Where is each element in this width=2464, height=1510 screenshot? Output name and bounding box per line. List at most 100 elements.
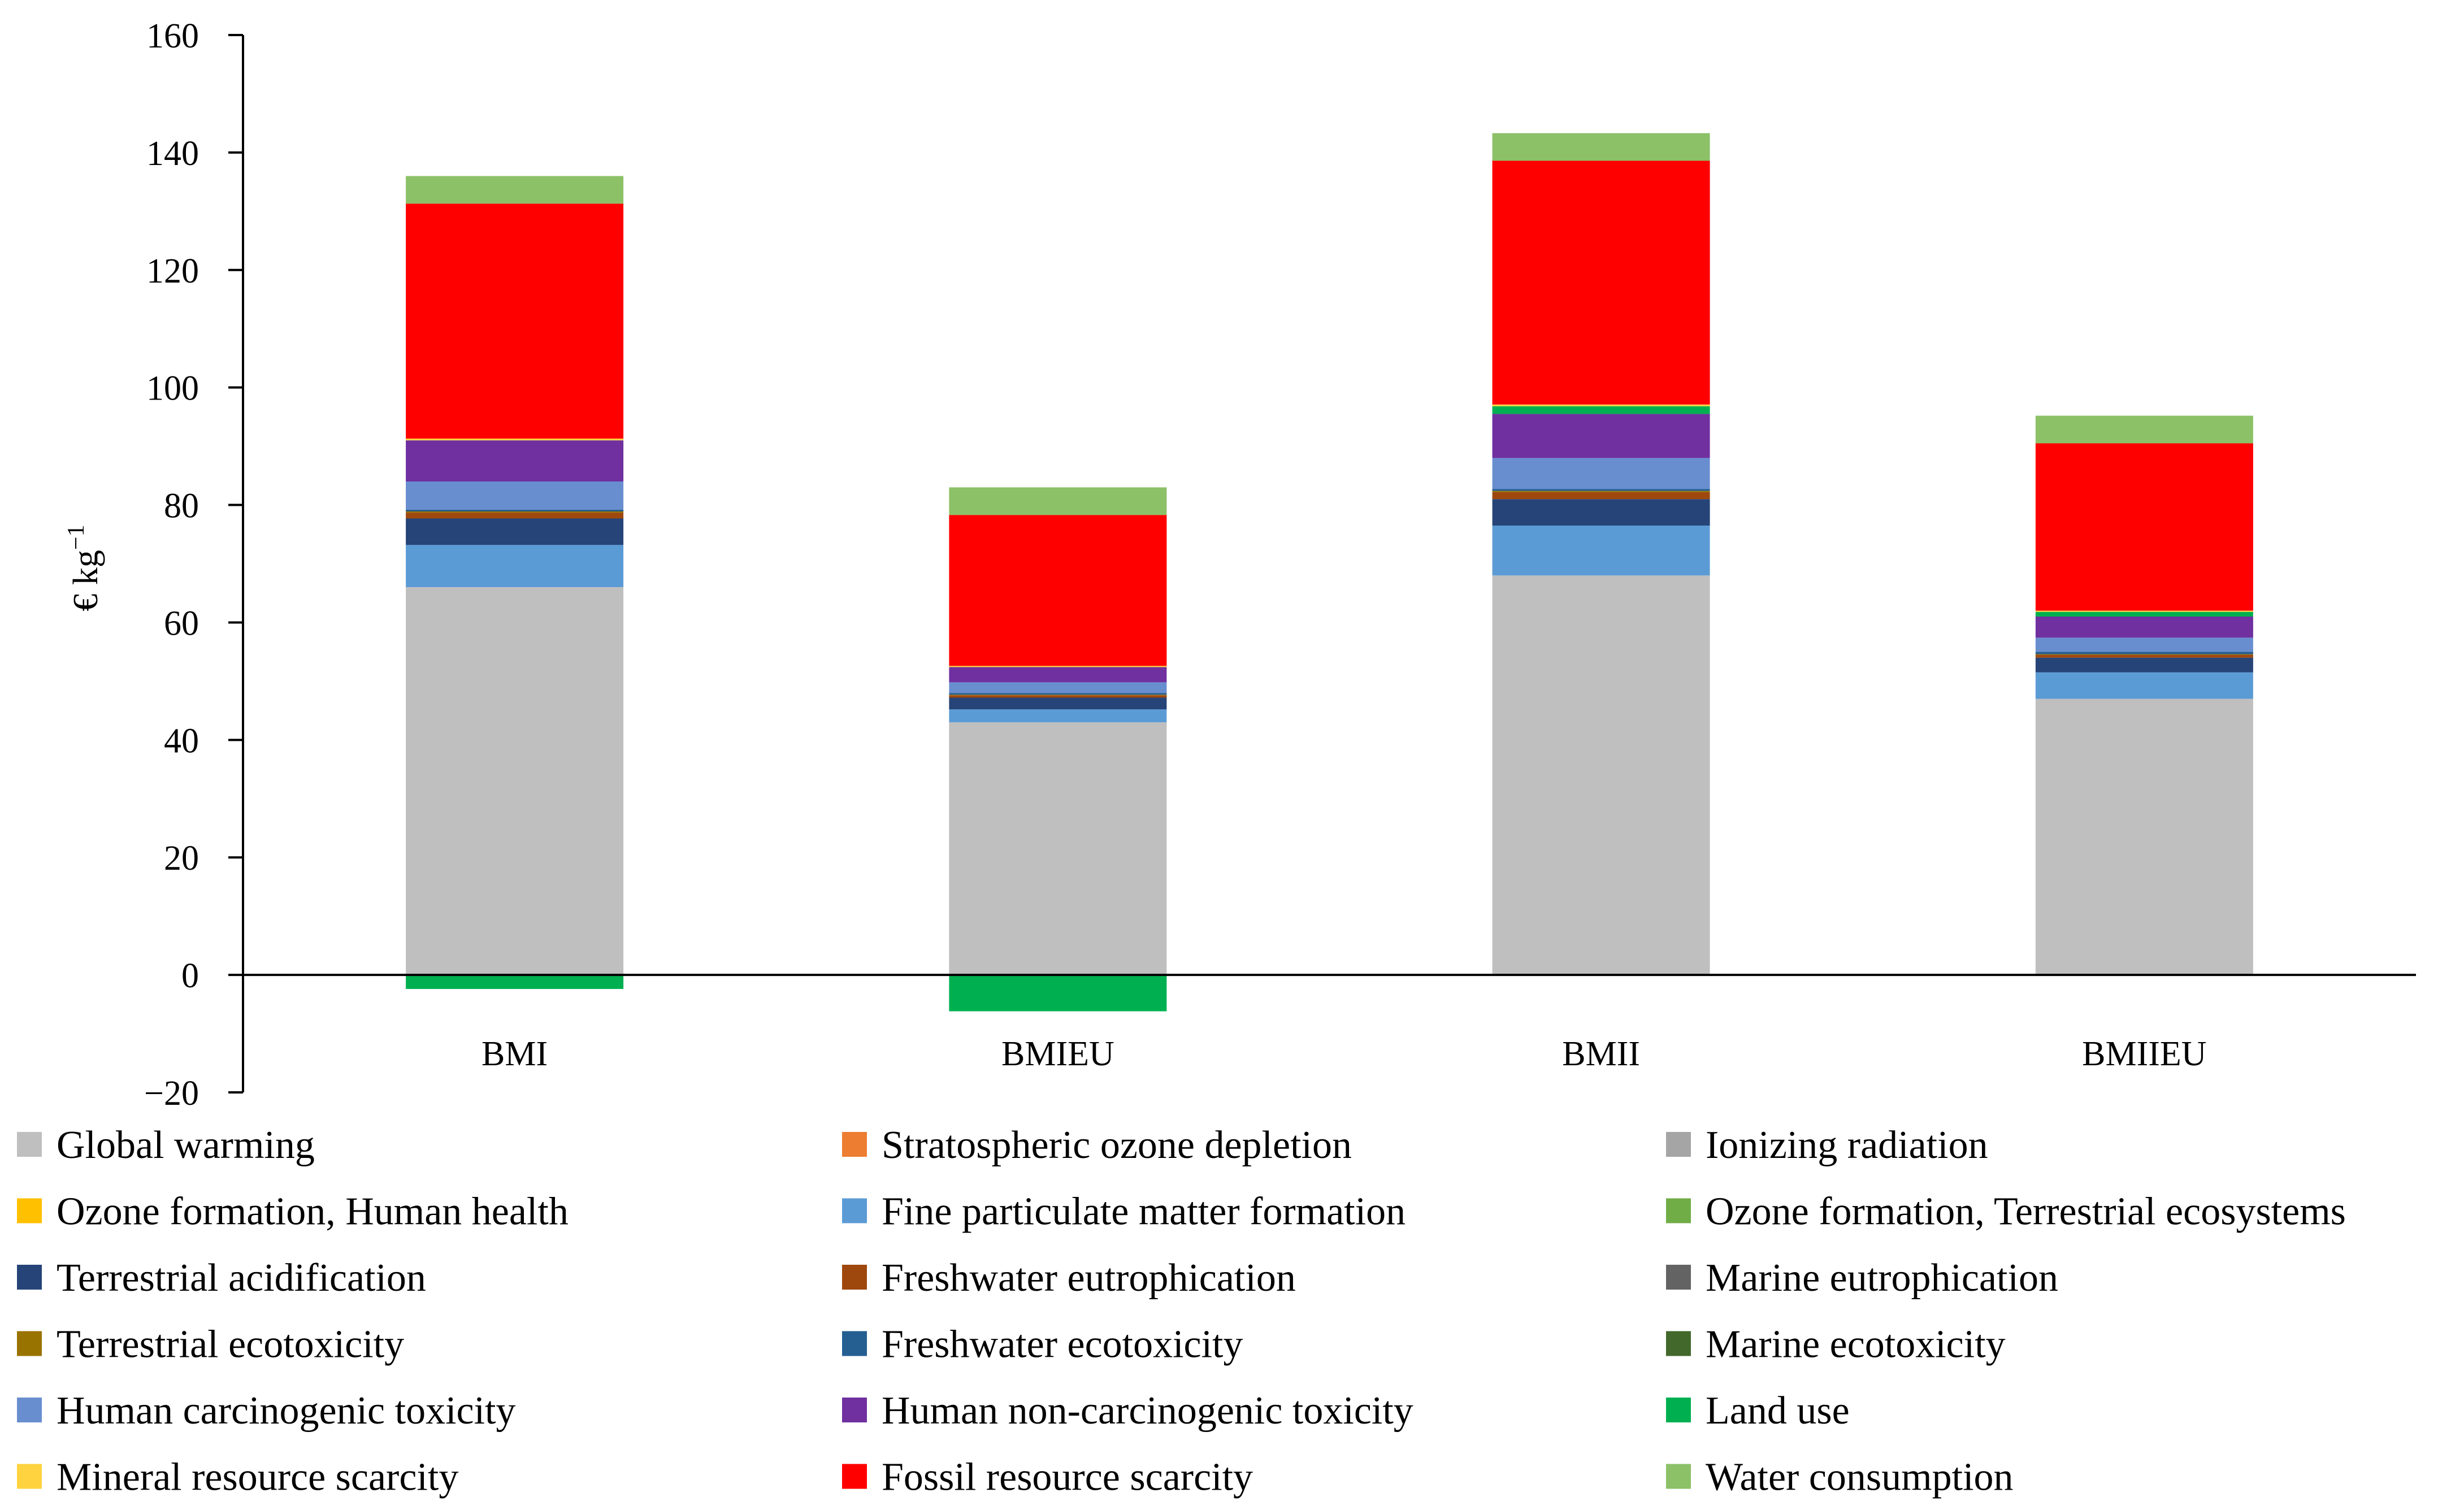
legend-swatch <box>842 1132 867 1157</box>
legend-swatch <box>17 1331 42 1356</box>
legend-label: Water consumption <box>1706 1456 2014 1499</box>
x-category-label: BMIEU <box>1001 1035 1114 1073</box>
legend-swatch <box>1666 1265 1691 1290</box>
bar-segment-bmii-fine-particulate-matter-formation <box>1492 525 1710 576</box>
bar-segment-bmieu-fossil-resource-scarcity <box>949 515 1167 666</box>
bar-segment-bmi-land-use <box>406 975 624 989</box>
bar-segment-bmii-land-use <box>1492 406 1710 414</box>
x-category-labels: BMI BMIEU BMII BMIIEU <box>481 1035 2207 1073</box>
bar-segment-bmii-fossil-resource-scarcity <box>1492 160 1710 405</box>
legend-swatch <box>17 1398 42 1422</box>
y-axis-label: € kg−1 <box>63 524 105 611</box>
legend-label: Terrestrial ecotoxicity <box>57 1323 404 1366</box>
bar-segment-bmi-freshwater-eutrophication <box>406 513 624 519</box>
bar-segment-bmi-terrestrial-acidification <box>406 518 624 545</box>
bar-segment-bmii-global-warming <box>1492 575 1710 975</box>
legend-label: Marine ecotoxicity <box>1706 1323 2006 1366</box>
bar-segment-bmieu-mineral-resource-scarcity <box>949 666 1167 667</box>
bar-segment-bmiieu-terrestrial-acidification <box>2035 657 2253 672</box>
y-tick-label: −20 <box>144 1074 199 1113</box>
legend-swatch <box>1666 1464 1691 1489</box>
bar-segment-bmi-fossil-resource-scarcity <box>406 203 624 439</box>
legend-label: Fine particulate matter formation <box>882 1190 1405 1234</box>
bar-segment-bmi-global-warming <box>406 587 624 975</box>
bar-segment-bmiieu-terrestrial-ecotoxicity <box>2035 654 2253 655</box>
legend-swatch <box>17 1265 42 1290</box>
y-tick-label: 100 <box>146 370 199 408</box>
legend-swatch <box>17 1464 42 1489</box>
y-tick-label: 60 <box>164 604 199 643</box>
legend-swatch <box>17 1132 42 1157</box>
legend-swatch <box>842 1265 867 1290</box>
legend-label: Marine eutrophication <box>1706 1256 2058 1300</box>
y-axis-label-base: € kg <box>67 550 105 611</box>
legend-swatch <box>1666 1132 1691 1157</box>
bar-segment-bmieu-land-use <box>949 975 1167 1012</box>
bar-segment-bmiieu-human-non-carcinogenic-toxicity <box>2035 617 2253 638</box>
bar-segment-bmii-water-consumption <box>1492 133 1710 161</box>
bar-segment-bmiieu-fossil-resource-scarcity <box>2035 443 2253 611</box>
bar-segment-bmii-human-non-carcinogenic-toxicity <box>1492 414 1710 458</box>
bar-segment-bmii-freshwater-ecotoxicity <box>1492 489 1710 491</box>
bar-segment-bmieu-fine-particulate-matter-formation <box>949 709 1167 723</box>
x-category-label: BMI <box>481 1035 548 1073</box>
x-category-label: BMIIEU <box>2082 1035 2206 1073</box>
bar-segment-bmiieu-mineral-resource-scarcity <box>2035 610 2253 612</box>
x-category-label: BMII <box>1562 1035 1640 1073</box>
bar-segment-bmieu-global-warming <box>949 722 1167 975</box>
y-tick-label: 120 <box>146 252 199 290</box>
bar-segment-bmi-water-consumption <box>406 176 624 204</box>
bar-segment-bmii-freshwater-eutrophication <box>1492 492 1710 500</box>
bar-segment-bmi-mineral-resource-scarcity <box>406 439 624 441</box>
legend-label: Ozone formation, Terrestrial ecosystems <box>1706 1190 2346 1234</box>
bar-segment-bmi-human-carcinogenic-toxicity <box>406 481 624 510</box>
bar-segment-bmii-terrestrial-acidification <box>1492 499 1710 526</box>
y-tick-label: 20 <box>164 839 199 878</box>
legend-label: Ionizing radiation <box>1706 1123 1988 1167</box>
legend-swatch <box>842 1464 867 1489</box>
bar-segment-bmi-terrestrial-ecotoxicity <box>406 511 624 513</box>
bar-segment-bmieu-human-non-carcinogenic-toxicity <box>949 667 1167 683</box>
legend-label: Stratospheric ozone depletion <box>882 1123 1352 1167</box>
y-tick-label: 140 <box>146 134 199 173</box>
legend-swatch <box>1666 1331 1691 1356</box>
legend-label: Ozone formation, Human health <box>57 1190 569 1234</box>
legend-swatch <box>842 1398 867 1422</box>
y-tick-label: 160 <box>146 17 199 55</box>
bar-segment-bmi-fine-particulate-matter-formation <box>406 545 624 587</box>
legend-label: Freshwater eutrophication <box>882 1256 1296 1300</box>
bar-segment-bmii-human-carcinogenic-toxicity <box>1492 458 1710 489</box>
bar-segment-bmii-mineral-resource-scarcity <box>1492 404 1710 406</box>
legend-swatch <box>842 1198 867 1223</box>
bar-segment-bmiieu-fine-particulate-matter-formation <box>2035 672 2253 699</box>
bar-segment-bmi-human-non-carcinogenic-toxicity <box>406 440 624 481</box>
bar-segment-bmieu-human-carcinogenic-toxicity <box>949 682 1167 693</box>
bar-segment-bmiieu-land-use <box>2035 611 2253 617</box>
bar-segment-bmieu-freshwater-ecotoxicity <box>949 693 1167 695</box>
y-tick-label: 0 <box>181 957 199 995</box>
y-tick-label: 80 <box>164 487 199 526</box>
y-axis-label-superscript: −1 <box>63 524 89 550</box>
legend-swatch <box>17 1198 42 1223</box>
bar-segment-bmieu-freshwater-eutrophication <box>949 695 1167 698</box>
legend-label: Freshwater ecotoxicity <box>882 1323 1243 1366</box>
bar-segment-bmieu-water-consumption <box>949 487 1167 515</box>
axes-layer <box>228 34 2416 1094</box>
bar-segment-bmi-freshwater-ecotoxicity <box>406 509 624 511</box>
legend-swatch <box>1666 1398 1691 1422</box>
bar-segment-bmiieu-human-carcinogenic-toxicity <box>2035 637 2253 652</box>
legend-label: Human carcinogenic toxicity <box>57 1389 516 1433</box>
y-tick-labels: −20 0 20 40 60 80 100 120 140 160 <box>144 17 199 1113</box>
legend: Global warming Stratospheric ozone deplet… <box>17 1123 2346 1499</box>
legend-label: Land use <box>1706 1389 1850 1433</box>
bar-segment-bmiieu-freshwater-ecotoxicity <box>2035 652 2253 654</box>
y-tick-label: 40 <box>164 722 199 760</box>
bars-layer <box>406 133 2253 1012</box>
bar-segment-bmiieu-freshwater-eutrophication <box>2035 654 2253 658</box>
bar-segment-bmiieu-global-warming <box>2035 698 2253 975</box>
bar-segment-bmieu-terrestrial-acidification <box>949 697 1167 710</box>
bar-segment-bmiieu-water-consumption <box>2035 415 2253 444</box>
legend-label: Fossil resource scarcity <box>882 1456 1253 1499</box>
legend-label: Human non-carcinogenic toxicity <box>882 1389 1413 1433</box>
